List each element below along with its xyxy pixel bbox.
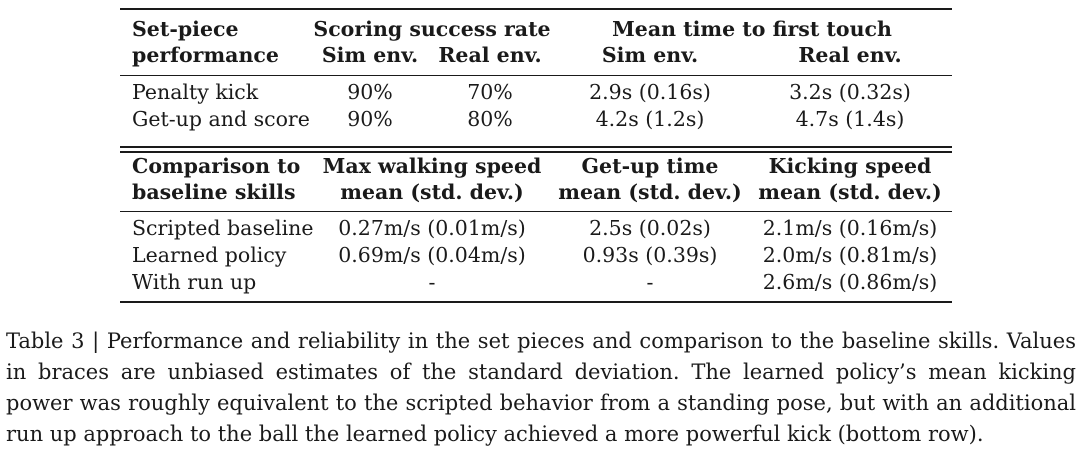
t2-col2-header-1: Get-up time [581,154,719,178]
t2-row3-label: With run up [132,270,257,294]
t1-row2-real-rate: 80% [467,107,513,131]
t2-row2-kick: 2.0m/s (0.81m/s) [762,243,938,267]
section-double-rule-b [120,151,952,153]
t2-row2-getup: 0.93s (0.39s) [582,243,718,267]
t2-row-label-header-2: baseline skills [132,180,296,204]
t1-row2-sim-time: 4.2s (1.2s) [595,107,705,131]
t2-row2-walk: 0.69m/s (0.04m/s) [338,243,526,267]
t2-col3-header-2: mean (std. dev.) [758,180,942,204]
bottom-rule [120,301,952,303]
t2-row2-label: Learned policy [132,243,287,267]
header-rule-2 [120,211,952,212]
t1-group1-title: Scoring success rate [313,17,551,41]
t1-row1-label: Penalty kick [132,80,259,104]
t1-row2-label: Get-up and score [132,107,310,131]
t1-group2-sub1: Sim env. [601,43,699,67]
t1-group1-sub2: Real env. [438,43,542,67]
t2-row1-walk: 0.27m/s (0.01m/s) [338,216,526,240]
t1-group2-title: Mean time to first touch [612,17,892,41]
top-rule [120,8,952,10]
header-rule-1 [120,75,952,76]
t2-col1-header-2: mean (std. dev.) [340,180,524,204]
t1-row2-real-time: 4.7s (1.4s) [795,107,905,131]
t1-row2-sim-rate: 90% [347,107,393,131]
t1-group1-sub1: Sim env. [321,43,419,67]
t1-group2-sub2: Real env. [798,43,902,67]
t2-row1-getup: 2.5s (0.02s) [589,216,711,240]
t1-row-label-header-1: Set-piece [132,17,239,41]
table-caption: Table 3 | Performance and reliability in… [6,329,1076,446]
t2-row3-getup: - [646,270,654,294]
t2-col2-header-2: mean (std. dev.) [558,180,742,204]
t2-row3-walk: - [428,270,436,294]
t2-row-label-header-1: Comparison to [132,154,301,178]
t2-col3-header-1: Kicking speed [768,154,932,178]
t2-col1-header-1: Max walking speed [322,154,542,178]
t2-row3-kick: 2.6m/s (0.86m/s) [762,270,938,294]
section-double-rule-a [120,146,952,148]
t1-row1-sim-rate: 90% [347,80,393,104]
t2-row1-kick: 2.1m/s (0.16m/s) [762,216,938,240]
t1-row1-real-rate: 70% [467,80,513,104]
t1-row1-sim-time: 2.9s (0.16s) [589,80,711,104]
t1-row1-real-time: 3.2s (0.32s) [789,80,911,104]
t2-row1-label: Scripted baseline [132,216,314,240]
t1-row-label-header-2: performance [132,43,279,67]
